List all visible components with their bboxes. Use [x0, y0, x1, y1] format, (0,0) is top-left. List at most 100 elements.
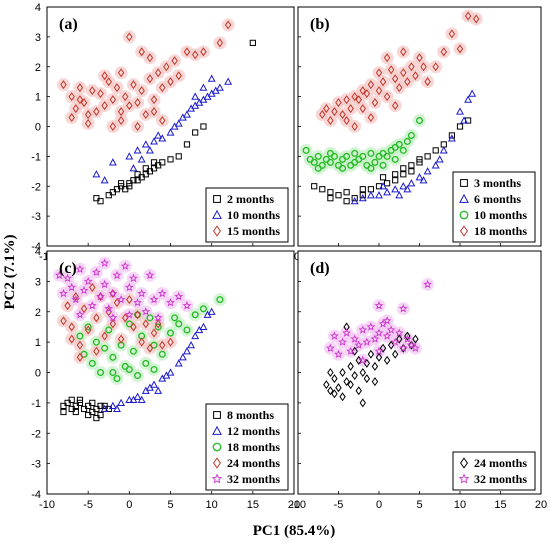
data-point — [118, 180, 125, 187]
data-point — [407, 179, 416, 187]
data-point — [178, 353, 187, 361]
data-point — [175, 153, 182, 160]
halo-mark — [94, 87, 108, 101]
data-point — [350, 197, 359, 205]
data-point — [351, 149, 359, 157]
data-point — [339, 367, 346, 378]
data-point — [335, 98, 342, 108]
data-point — [84, 110, 92, 120]
data-point — [347, 361, 354, 371]
data-point — [154, 386, 163, 394]
legend-marker — [459, 457, 469, 469]
x-tick-label: 15 — [494, 499, 506, 511]
data-point — [314, 152, 322, 160]
data-point — [76, 352, 84, 362]
legend-marker — [212, 457, 222, 469]
x-tick-label: 10 — [206, 499, 218, 511]
halo-mark — [380, 314, 394, 328]
y-tick-label: 1 — [35, 337, 41, 349]
data-point — [359, 192, 366, 199]
data-point — [141, 140, 150, 148]
data-point — [146, 74, 154, 84]
data-point — [150, 95, 158, 105]
y-axis-title: PC2 (7.1%) — [2, 235, 18, 310]
data-point — [398, 343, 408, 352]
data-point — [100, 176, 109, 184]
halo-mark — [81, 117, 95, 131]
data-point — [134, 171, 141, 178]
series-10-months — [92, 74, 233, 184]
legend-entry: 3 months — [474, 176, 521, 190]
halo-mark — [73, 93, 87, 107]
data-point — [122, 186, 129, 193]
data-point — [390, 337, 400, 346]
data-point — [191, 311, 199, 319]
data-point — [138, 86, 145, 96]
data-point — [166, 368, 175, 376]
data-point — [374, 346, 384, 355]
data-point — [100, 258, 109, 267]
data-point — [374, 301, 384, 310]
data-point — [302, 146, 310, 154]
halo-mark — [65, 320, 79, 334]
data-point — [359, 86, 367, 96]
data-point — [129, 273, 138, 283]
halo-mark — [364, 111, 378, 125]
data-point — [323, 380, 330, 390]
data-point — [150, 328, 158, 338]
data-point — [93, 414, 100, 422]
data-point — [343, 189, 350, 196]
data-point — [97, 368, 105, 377]
data-point — [456, 44, 464, 54]
data-point — [80, 98, 88, 108]
panel-b: (b) 3 months 6 months 10 months 18 months — [297, 6, 542, 247]
data-point — [150, 365, 158, 373]
halo-mark — [106, 366, 120, 379]
series-10-months — [302, 117, 424, 172]
halo-mark — [65, 280, 79, 294]
data-point — [100, 279, 109, 289]
y-tick-label: 4 — [35, 2, 41, 14]
data-point — [145, 146, 154, 154]
data-point — [423, 279, 432, 289]
data-point — [399, 182, 408, 190]
data-point — [79, 285, 89, 295]
data-point — [395, 140, 403, 148]
data-point — [174, 359, 183, 367]
data-point — [130, 177, 137, 184]
data-point — [468, 89, 477, 97]
data-point — [130, 80, 137, 90]
halo-mark — [143, 341, 157, 355]
halo-mark — [106, 93, 120, 107]
data-point — [351, 92, 358, 102]
series-halo-layer — [56, 18, 235, 133]
legend-marker — [459, 210, 469, 220]
data-point — [200, 123, 207, 130]
data-point — [351, 121, 358, 132]
halo-mark — [98, 69, 112, 83]
data-point — [327, 367, 334, 378]
data-point — [108, 158, 117, 166]
halo-mark — [172, 290, 186, 304]
data-point — [68, 334, 75, 344]
data-point — [101, 331, 108, 341]
data-point — [358, 355, 368, 365]
data-point — [374, 328, 384, 337]
data-point — [93, 346, 100, 356]
halo-mark — [98, 277, 112, 291]
data-point — [125, 310, 134, 319]
data-point — [460, 116, 469, 124]
data-point — [366, 322, 376, 331]
data-point — [63, 273, 72, 283]
series-24-months — [323, 322, 419, 408]
data-point — [382, 331, 392, 340]
data-point — [343, 198, 350, 205]
data-point — [109, 319, 117, 329]
halo-mark — [388, 99, 402, 113]
data-point — [339, 164, 347, 172]
data-point — [138, 47, 145, 57]
data-point — [72, 104, 80, 114]
panel-d: -10 -5 0 5 10 15 20 (d) 24 months 32 months — [290, 250, 547, 511]
legend-entry: 2 months — [227, 192, 274, 206]
